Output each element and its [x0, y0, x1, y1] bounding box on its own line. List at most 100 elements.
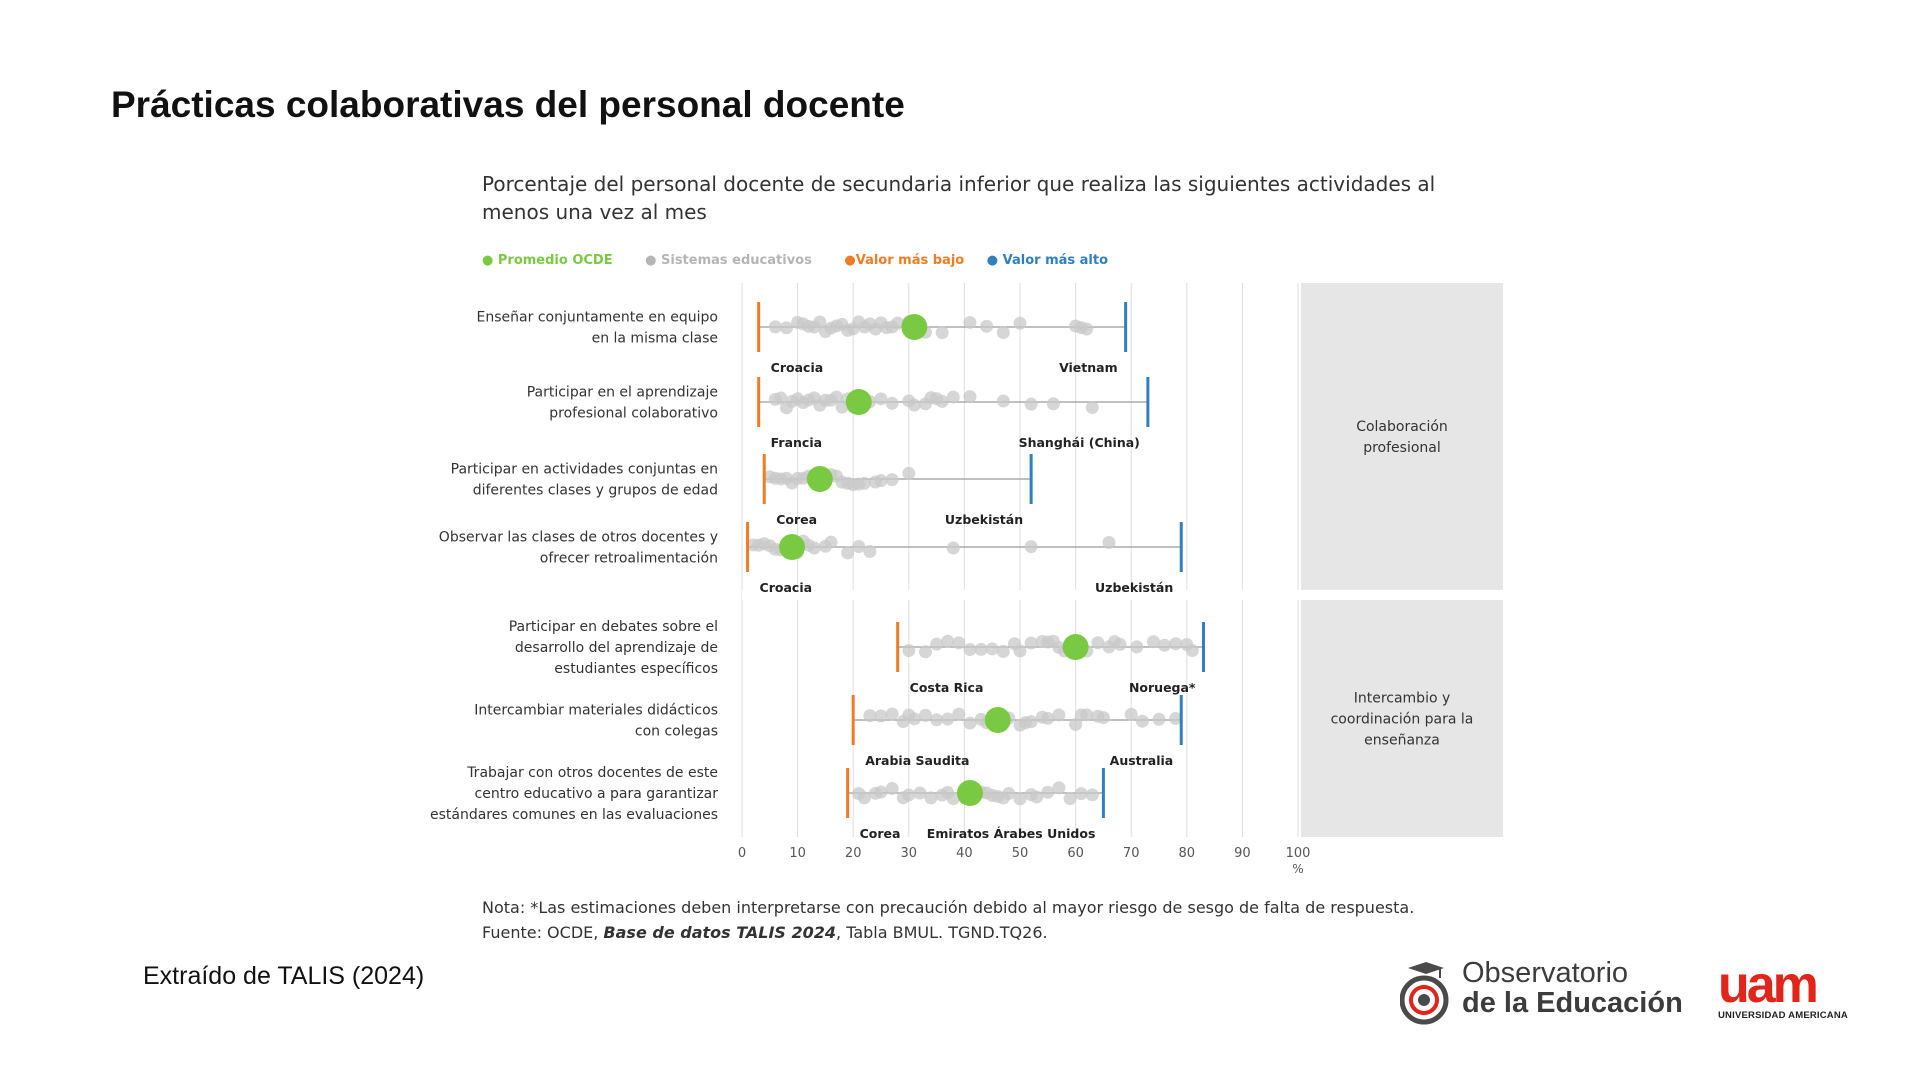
oecd-average-point [779, 534, 806, 560]
group-label: Intercambio y [1354, 691, 1451, 707]
system-point [1169, 712, 1183, 726]
row-label: Enseñar conjuntamente en equipo [477, 310, 718, 326]
chart-title: Porcentaje del personal docente de secun… [482, 172, 1436, 224]
system-point [941, 712, 955, 726]
uam-logo: uam UNIVERSIDAD AMERICANA [1718, 956, 1858, 1028]
observatorio-line2: de la Educación [1462, 987, 1683, 1019]
x-tick-label: 90 [1234, 846, 1251, 861]
observatorio-line1: Observatorio [1462, 957, 1629, 989]
system-point [918, 708, 932, 722]
min-label: Corea [860, 826, 901, 841]
system-point [935, 394, 949, 408]
max-marker [1124, 302, 1128, 352]
min-marker [746, 522, 750, 572]
system-point [902, 788, 916, 802]
group-label: enseñanza [1364, 733, 1440, 749]
system-point [874, 785, 888, 799]
min-marker [846, 768, 850, 818]
system-point [1124, 707, 1138, 721]
source-text: Fuente: OCDE, Base de datos TALIS 2024, … [482, 923, 1048, 942]
row-label: desarrollo del aprendizaje de [515, 640, 718, 656]
system-point [1041, 711, 1055, 725]
system-point [1135, 714, 1149, 728]
system-point [930, 637, 944, 651]
x-tick-label: 20 [845, 846, 862, 861]
min-marker [757, 302, 761, 352]
system-point [841, 546, 855, 560]
legend-max: ● Valor más alto [986, 253, 1109, 268]
max-label: Shanghái (China) [1019, 435, 1140, 450]
max-marker [1201, 622, 1205, 672]
x-tick-label: 100 [1286, 846, 1311, 861]
legend-oecd: ● Promedio OCDE [482, 253, 613, 268]
system-point [924, 791, 938, 805]
min-label: Corea [776, 512, 817, 527]
system-point [930, 713, 944, 727]
system-point [1185, 643, 1199, 657]
row-label: centro educativo a para garantizar [475, 786, 719, 802]
oecd-average-point [956, 780, 983, 806]
system-point [779, 321, 793, 335]
row-label: en la misma clase [592, 331, 718, 347]
x-tick-label: 60 [1067, 846, 1084, 861]
oecd-average-point [984, 707, 1011, 733]
chart-legend: ● Promedio OCDE ● Sistemas educativos ●V… [482, 253, 1136, 268]
system-point [1046, 397, 1060, 411]
system-point [1024, 397, 1038, 411]
x-tick-label: 70 [1123, 846, 1140, 861]
row-label: Participar en actividades conjuntas en [451, 462, 718, 478]
system-point [874, 709, 888, 723]
max-label: Emiratos Árabes Unidos [927, 826, 1096, 841]
min-marker [762, 454, 766, 504]
system-point [1074, 787, 1088, 801]
system-point [774, 391, 788, 405]
system-point [1080, 322, 1094, 336]
min-label: Arabia Saudita [865, 753, 969, 768]
system-point [985, 642, 999, 656]
system-point [1080, 708, 1094, 722]
system-point [918, 645, 932, 659]
system-point [952, 707, 966, 721]
system-point [1085, 788, 1099, 802]
min-label: Croacia [760, 580, 813, 595]
camera-lens-icon [1399, 962, 1449, 1025]
group-panel [1301, 283, 1503, 590]
row-label: Participar en debates sobre el [509, 619, 718, 635]
row-label: Participar en el aprendizaje [527, 385, 718, 401]
system-point [1024, 540, 1038, 554]
row-label: ofrecer retroalimentación [540, 551, 718, 567]
system-point [946, 792, 960, 806]
system-point [941, 634, 955, 648]
row-label: Intercambiar materiales didácticos [474, 703, 718, 719]
min-label: Croacia [771, 360, 824, 375]
system-point [1130, 640, 1144, 654]
system-point [974, 642, 988, 656]
chart: 0 10 20 30 40 50 60 70 80 90 100% Colaboración profe… [420, 165, 1520, 955]
system-point [1158, 638, 1172, 652]
min-marker [757, 377, 761, 427]
system-point [1113, 637, 1127, 651]
system-point [913, 786, 927, 800]
x-tick-label: 10 [789, 846, 806, 861]
system-point [1013, 792, 1027, 806]
system-point [963, 642, 977, 656]
system-point [996, 394, 1010, 408]
system-point [1146, 635, 1160, 649]
oecd-average-point [901, 314, 928, 340]
x-tick-label: 80 [1179, 846, 1196, 861]
system-point [1013, 316, 1027, 330]
system-point [1096, 711, 1110, 725]
oecd-average-point [806, 466, 833, 492]
system-point [807, 541, 821, 555]
x-tick-label: 0 [738, 846, 746, 861]
system-point [885, 781, 899, 795]
system-point [863, 709, 877, 723]
slide-title: Prácticas colaborativas del personal doc… [111, 84, 905, 125]
max-label: Noruega* [1129, 680, 1196, 695]
uam-mark: uam [1718, 960, 1817, 1008]
row-label: Trabajar con otros docentes de este [466, 765, 718, 781]
chart-notes: Nota: *Las estimaciones deben interpreta… [482, 895, 1482, 945]
row-label: estándares comunes en las evaluaciones [430, 807, 718, 823]
system-point [996, 325, 1010, 339]
observatorio-logo: Observatorio de la Educación [1399, 957, 1690, 1028]
